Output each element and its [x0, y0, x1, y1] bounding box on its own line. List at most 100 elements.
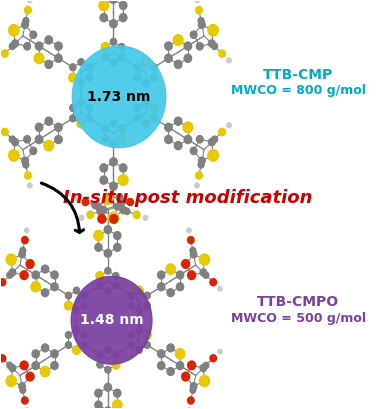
Circle shape: [41, 289, 49, 297]
Circle shape: [110, 0, 117, 3]
Circle shape: [200, 254, 210, 265]
Circle shape: [151, 115, 157, 122]
Circle shape: [98, 215, 106, 223]
Circle shape: [219, 128, 226, 136]
Circle shape: [31, 282, 40, 292]
Circle shape: [41, 344, 49, 352]
Circle shape: [188, 397, 194, 404]
Circle shape: [74, 326, 80, 333]
Circle shape: [112, 360, 120, 369]
Text: MWCO = 800 g/mol: MWCO = 800 g/mol: [231, 84, 366, 97]
Circle shape: [100, 207, 107, 213]
Circle shape: [142, 120, 149, 127]
Circle shape: [25, 228, 29, 233]
Circle shape: [72, 46, 166, 148]
Circle shape: [23, 162, 29, 168]
Circle shape: [201, 256, 208, 263]
Circle shape: [166, 264, 175, 274]
Circle shape: [118, 202, 124, 209]
Circle shape: [8, 378, 15, 384]
Circle shape: [133, 211, 140, 218]
Circle shape: [22, 21, 28, 29]
Circle shape: [211, 136, 218, 143]
Circle shape: [55, 54, 62, 62]
Circle shape: [8, 25, 19, 36]
Circle shape: [110, 182, 117, 190]
Circle shape: [51, 362, 58, 369]
Circle shape: [177, 350, 184, 358]
Circle shape: [92, 202, 98, 209]
Circle shape: [196, 172, 202, 179]
Circle shape: [104, 194, 111, 201]
Circle shape: [111, 215, 117, 222]
Circle shape: [151, 104, 157, 111]
Circle shape: [74, 347, 80, 353]
Circle shape: [208, 25, 218, 36]
Circle shape: [10, 27, 17, 34]
Circle shape: [35, 135, 43, 144]
Circle shape: [135, 286, 143, 295]
Circle shape: [70, 74, 76, 81]
Circle shape: [120, 207, 127, 213]
Circle shape: [177, 271, 184, 279]
Circle shape: [208, 150, 218, 161]
Circle shape: [127, 198, 134, 206]
Circle shape: [28, 183, 32, 188]
Text: In-situ post modification: In-situ post modification: [64, 189, 313, 207]
Text: TTB-CMPO: TTB-CMPO: [257, 295, 339, 309]
Circle shape: [157, 271, 165, 279]
Circle shape: [208, 138, 215, 146]
Circle shape: [0, 355, 6, 362]
Text: 1.73 nm: 1.73 nm: [87, 90, 151, 104]
Circle shape: [0, 279, 6, 286]
Circle shape: [136, 307, 142, 314]
Circle shape: [82, 342, 88, 348]
Circle shape: [142, 58, 150, 67]
Circle shape: [167, 289, 174, 297]
Circle shape: [184, 54, 192, 62]
Circle shape: [113, 351, 119, 358]
Circle shape: [77, 119, 85, 128]
Circle shape: [157, 283, 165, 291]
Circle shape: [28, 0, 32, 2]
Circle shape: [144, 332, 150, 338]
Circle shape: [119, 1, 127, 9]
Circle shape: [124, 208, 130, 215]
Circle shape: [82, 198, 89, 206]
Circle shape: [142, 99, 149, 106]
Circle shape: [95, 231, 102, 240]
Circle shape: [75, 197, 79, 201]
Circle shape: [110, 38, 117, 45]
Circle shape: [74, 307, 80, 314]
Circle shape: [157, 362, 165, 369]
Circle shape: [113, 283, 119, 289]
Circle shape: [114, 203, 121, 210]
Circle shape: [142, 58, 149, 65]
Circle shape: [195, 183, 199, 188]
Circle shape: [142, 79, 149, 86]
Circle shape: [99, 0, 109, 11]
Circle shape: [190, 247, 196, 254]
Circle shape: [7, 362, 13, 369]
Circle shape: [9, 43, 15, 49]
Circle shape: [79, 216, 84, 220]
Circle shape: [118, 175, 128, 185]
Circle shape: [187, 408, 191, 409]
Circle shape: [110, 215, 118, 223]
Circle shape: [165, 135, 172, 144]
Circle shape: [97, 283, 103, 289]
Circle shape: [102, 125, 108, 132]
Circle shape: [175, 348, 185, 359]
Circle shape: [174, 142, 182, 150]
Circle shape: [118, 43, 125, 50]
Text: MWCO = 500 g/mol: MWCO = 500 g/mol: [231, 312, 366, 325]
Circle shape: [113, 272, 119, 279]
Circle shape: [101, 43, 109, 52]
Circle shape: [23, 18, 29, 24]
Circle shape: [118, 135, 125, 142]
Circle shape: [100, 13, 108, 22]
Circle shape: [150, 103, 158, 112]
Circle shape: [108, 212, 119, 224]
Circle shape: [24, 136, 31, 143]
Circle shape: [55, 135, 62, 144]
